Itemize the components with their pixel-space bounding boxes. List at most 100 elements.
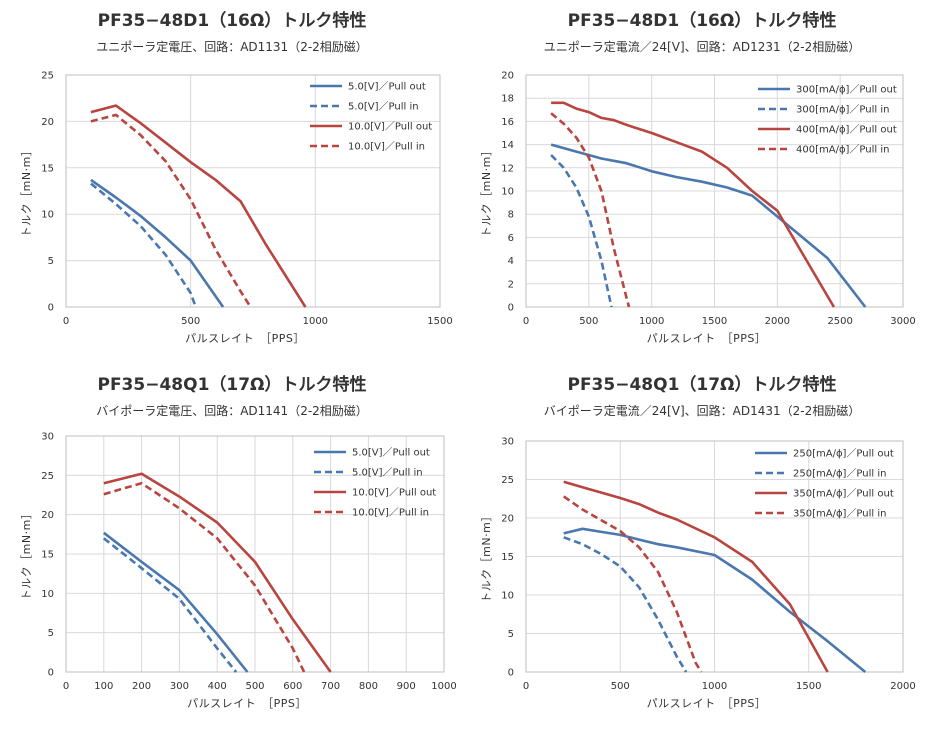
series-line-3 xyxy=(551,101,836,308)
series-line-4 xyxy=(90,113,252,308)
x-axis-label: パルスレイト ［PPS］ xyxy=(187,697,307,710)
y-tick-label: 15 xyxy=(501,552,514,563)
series-line-4 xyxy=(550,112,631,308)
y-axis-label: トルク［mN·m］ xyxy=(20,508,33,601)
y-tick-label: 10 xyxy=(501,591,514,602)
y-tick-label: 5 xyxy=(508,629,514,640)
legend-label: 10.0[V]／Pull out xyxy=(352,487,436,499)
legend: 250[mA/ϕ]／Pull out 250[mA/ϕ]／Pull in 350[m… xyxy=(755,448,894,520)
chart-2: PF35−48D1（16Ω）トルク特性ユニポーラ定電流／24[V]、回路：AD1… xyxy=(480,10,916,345)
series-line-3 xyxy=(103,472,332,673)
x-tick-label: 1500 xyxy=(796,681,821,692)
legend-label: 10.0[V]／Pull out xyxy=(348,121,432,133)
plot-area xyxy=(525,440,904,673)
x-axis-label: パルスレイト ［PPS］ xyxy=(185,332,305,345)
y-axis-label: トルク［mN·m］ xyxy=(20,145,33,238)
y-tick-label: 4 xyxy=(508,256,514,267)
chart-subtitle: バイポーラ定電流／24[V]、回路：AD1431（2-2相励磁） xyxy=(544,403,860,418)
y-tick-label: 2 xyxy=(508,279,514,290)
y-axis-label: トルク［mN·m］ xyxy=(480,145,493,238)
x-tick-label: 100 xyxy=(94,681,113,692)
series-line-1 xyxy=(90,178,225,308)
y-tick-label: 15 xyxy=(41,550,54,561)
chart-subtitle: ユニポーラ定電流／24[V]、回路：AD1231（2-2相励磁） xyxy=(544,39,860,54)
y-tick-label: 10 xyxy=(501,187,514,198)
legend: 300[mA/ϕ]／Pull out 300[mA/ϕ]／Pull in 400[m… xyxy=(758,84,897,156)
x-tick-label: 2000 xyxy=(765,316,790,327)
chart-subtitle: バイポーラ定電圧、回路：AD1141（2-2相励磁） xyxy=(96,403,368,418)
y-tick-label: 30 xyxy=(501,437,514,448)
y-tick-label: 10 xyxy=(41,589,54,600)
y-tick-label: 18 xyxy=(501,94,514,105)
plot-area xyxy=(65,74,441,308)
x-tick-label: 3000 xyxy=(890,316,915,327)
x-tick-label: 700 xyxy=(321,681,340,692)
x-tick-label: 0 xyxy=(63,316,69,327)
x-tick-label: 1500 xyxy=(702,316,727,327)
chart-4: PF35−48Q1（17Ω）トルク特性バイポーラ定電流／24[V]、回路：AD1… xyxy=(480,374,916,710)
x-tick-label: 0 xyxy=(523,681,529,692)
legend: 5.0[V]／Pull out 5.0[V]／Pull in 10.0[V]／Pul… xyxy=(314,447,436,519)
y-tick-label: 20 xyxy=(501,71,514,82)
series-line-3 xyxy=(563,480,829,673)
x-tick-label: 2500 xyxy=(827,316,852,327)
chart-3: PF35−48Q1（17Ω）トルク特性バイポーラ定電圧、回路：AD1141（2-… xyxy=(20,374,457,710)
x-axis-label: パルスレイト ［PPS］ xyxy=(647,697,767,710)
y-tick-label: 20 xyxy=(41,510,54,521)
legend-label: 250[mA/ϕ]／Pull in xyxy=(793,468,886,480)
legend: 5.0[V]／Pull out 5.0[V]／Pull in 10.0[V]／Pul… xyxy=(310,81,432,153)
chart-title: PF35−48D1（16Ω）トルク特性 xyxy=(568,10,837,31)
x-tick-label: 500 xyxy=(245,681,264,692)
x-tick-label: 1000 xyxy=(431,681,456,692)
y-tick-label: 0 xyxy=(508,668,514,679)
x-tick-label: 800 xyxy=(359,681,378,692)
y-tick-label: 25 xyxy=(41,471,54,482)
x-tick-label: 0 xyxy=(63,681,69,692)
legend-label: 5.0[V]／Pull out xyxy=(348,81,426,93)
y-tick-label: 5 xyxy=(48,256,54,267)
y-tick-label: 25 xyxy=(501,475,514,486)
legend-label: 400[mA/ϕ]／Pull in xyxy=(796,144,889,156)
y-tick-label: 5 xyxy=(48,628,54,639)
x-tick-label: 1000 xyxy=(639,316,664,327)
x-tick-label: 500 xyxy=(611,681,630,692)
x-tick-label: 400 xyxy=(208,681,227,692)
chart-1: PF35−48D1（16Ω）トルク特性ユニポーラ定電圧、回路：AD1131（2-… xyxy=(20,10,453,345)
x-tick-label: 300 xyxy=(170,681,189,692)
y-tick-label: 16 xyxy=(501,117,514,128)
series-line-1 xyxy=(103,531,249,673)
y-tick-label: 0 xyxy=(48,668,54,679)
legend-label: 5.0[V]／Pull out xyxy=(352,447,430,459)
legend-label: 5.0[V]／Pull in xyxy=(352,467,423,479)
legend-label: 400[mA/ϕ]／Pull out xyxy=(796,124,897,136)
chart-title: PF35−48Q1（17Ω）トルク特性 xyxy=(567,374,836,395)
x-tick-label: 900 xyxy=(397,681,416,692)
series-line-2 xyxy=(563,536,688,673)
y-axis-label: トルク［mN·m］ xyxy=(480,510,493,603)
legend-label: 300[mA/ϕ]／Pull out xyxy=(796,84,897,96)
x-tick-label: 2000 xyxy=(890,681,915,692)
legend-label: 350[mA/ϕ]／Pull in xyxy=(793,508,886,520)
y-tick-label: 10 xyxy=(41,210,54,221)
chart-subtitle: ユニポーラ定電圧、回路：AD1131（2-2相励磁） xyxy=(96,39,368,54)
y-tick-label: 6 xyxy=(508,233,514,244)
x-tick-label: 500 xyxy=(579,316,598,327)
y-tick-label: 12 xyxy=(501,163,514,174)
legend-label: 10.0[V]／Pull in xyxy=(348,141,425,153)
x-tick-label: 600 xyxy=(283,681,302,692)
legend-label: 5.0[V]／Pull in xyxy=(348,101,419,113)
y-tick-label: 20 xyxy=(501,514,514,525)
chart-title: PF35−48D1（16Ω）トルク特性 xyxy=(98,10,367,31)
legend-label: 10.0[V]／Pull in xyxy=(352,507,429,519)
y-tick-label: 8 xyxy=(508,210,514,221)
series-line-2 xyxy=(102,537,238,673)
legend-label: 300[mA/ϕ]／Pull in xyxy=(796,104,889,116)
plot-area xyxy=(525,74,904,308)
series-line-3 xyxy=(90,104,307,308)
series-line-1 xyxy=(550,143,867,308)
series-line-4 xyxy=(562,495,703,673)
x-tick-label: 1500 xyxy=(427,316,452,327)
legend-label: 350[mA/ϕ]／Pull out xyxy=(793,488,894,500)
